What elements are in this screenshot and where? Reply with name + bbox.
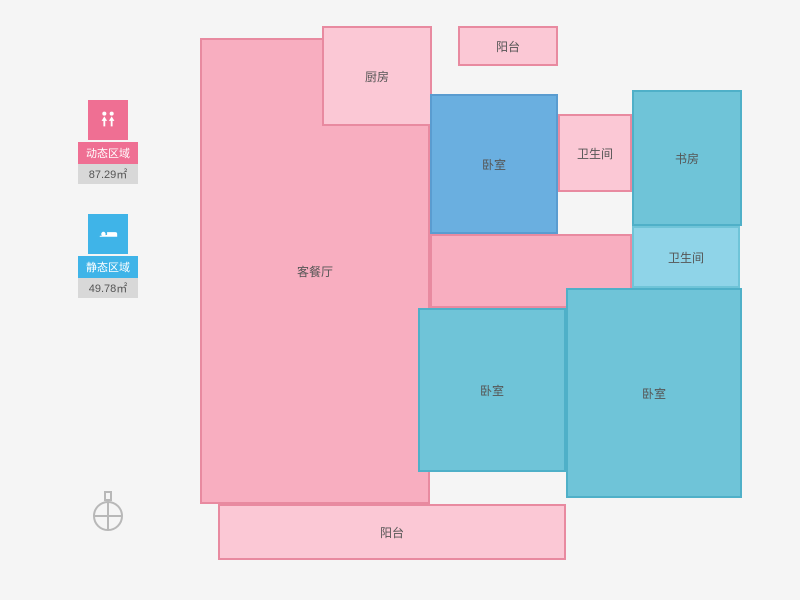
legend: 动态区域 87.29㎡ 静态区域 49.78㎡ [78,100,138,328]
legend-dynamic-value: 87.29㎡ [78,164,138,184]
room-label: 书房 [675,150,699,167]
room-label: 阳台 [380,524,404,541]
legend-static: 静态区域 49.78㎡ [78,214,138,298]
room-balcony-n: 阳台 [458,26,558,66]
room-label: 客餐厅 [297,263,333,280]
people-icon [88,100,128,140]
room-bath2: 卫生间 [632,226,740,288]
room-label: 卧室 [482,156,506,173]
room-bedroom1: 卧室 [430,94,558,234]
floorplan: 客餐厅厨房阳台卧室卫生间书房卫生间卧室卧室阳台 [200,26,760,566]
legend-dynamic: 动态区域 87.29㎡ [78,100,138,184]
compass-icon [90,490,126,526]
room-label: 阳台 [496,38,520,55]
room-label: 卫生间 [577,145,613,162]
room-bedroom3: 卧室 [566,288,742,498]
room-label: 卫生间 [668,249,704,266]
sleep-icon [88,214,128,254]
room-bedroom2: 卧室 [418,308,566,472]
room-label: 卧室 [480,382,504,399]
room-balcony-s: 阳台 [218,504,566,560]
legend-static-value: 49.78㎡ [78,278,138,298]
legend-static-label: 静态区域 [78,256,138,278]
room-label: 卧室 [642,385,666,402]
legend-dynamic-label: 动态区域 [78,142,138,164]
room-study: 书房 [632,90,742,226]
room-bath1: 卫生间 [558,114,632,192]
room-kitchen: 厨房 [322,26,432,126]
room-label: 厨房 [365,68,389,85]
